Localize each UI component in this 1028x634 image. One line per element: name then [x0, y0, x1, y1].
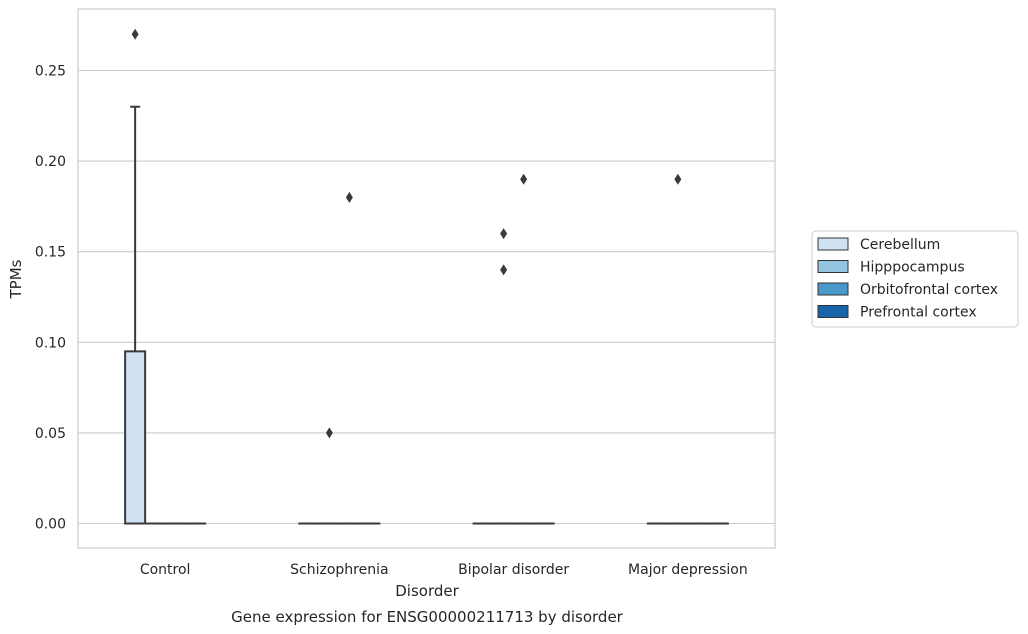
legend-swatch: [817, 260, 849, 273]
chart-caption: Gene expression for ENSG00000211713 by d…: [231, 608, 624, 626]
box-orbitofrontal-cortex: [338, 191, 361, 525]
gridlines: [78, 69, 775, 525]
y-tick-label: 0.00: [35, 517, 66, 533]
y-tick-label: 0.25: [35, 64, 66, 80]
legend-label: Hipppocampus: [860, 260, 965, 276]
y-tick-label: 0.05: [35, 426, 66, 442]
legend-label: Prefrontal cortex: [860, 305, 977, 321]
x-axis-ticks: Control Schizophrenia Bipolar disorder Majo…: [140, 562, 748, 578]
legend-swatch: [817, 282, 849, 296]
outlier-point: [325, 427, 333, 439]
outlier-point: [345, 191, 353, 203]
legend-label: Orbitofrontal cortex: [860, 282, 998, 298]
legend-items: Cerebellum Hipppocampus Orbitofrontal cort…: [817, 237, 998, 321]
boxes: [124, 28, 729, 525]
box-orbitofrontal-cortex: [512, 173, 535, 525]
legend-swatch: [817, 237, 849, 251]
x-tick-label: Major depression: [628, 562, 748, 578]
plot-area: [77, 8, 776, 549]
legend-label: Cerebellum: [860, 237, 940, 253]
x-tick-label: Control: [140, 562, 191, 578]
y-tick-label: 0.10: [35, 335, 66, 351]
legend-swatch: [817, 305, 849, 318]
box-hipppocampus: [666, 173, 689, 525]
y-axis-ticks: 0.00 0.05 0.10 0.15 0.20 0.25: [35, 64, 66, 533]
legend: Cerebellum Hipppocampus Orbitofrontal cort…: [811, 230, 1019, 328]
box-hipppocampus: [318, 427, 341, 525]
box-body: [124, 350, 147, 525]
box-cerebellum: [124, 28, 147, 525]
outlier-point: [674, 173, 682, 185]
box-hipppocampus: [492, 228, 515, 525]
x-tick-label: Schizophrenia: [290, 562, 388, 578]
outlier-point: [520, 173, 528, 185]
outlier-point: [500, 228, 508, 240]
y-axis-label: TPMs: [7, 259, 25, 299]
outlier-point: [131, 28, 139, 40]
x-axis-label: Disorder: [395, 582, 459, 600]
y-tick-label: 0.15: [35, 245, 66, 261]
x-tick-label: Bipolar disorder: [458, 562, 569, 578]
y-tick-label: 0.20: [35, 154, 66, 170]
legend-frame: [811, 230, 1019, 328]
outlier-point: [500, 264, 508, 276]
